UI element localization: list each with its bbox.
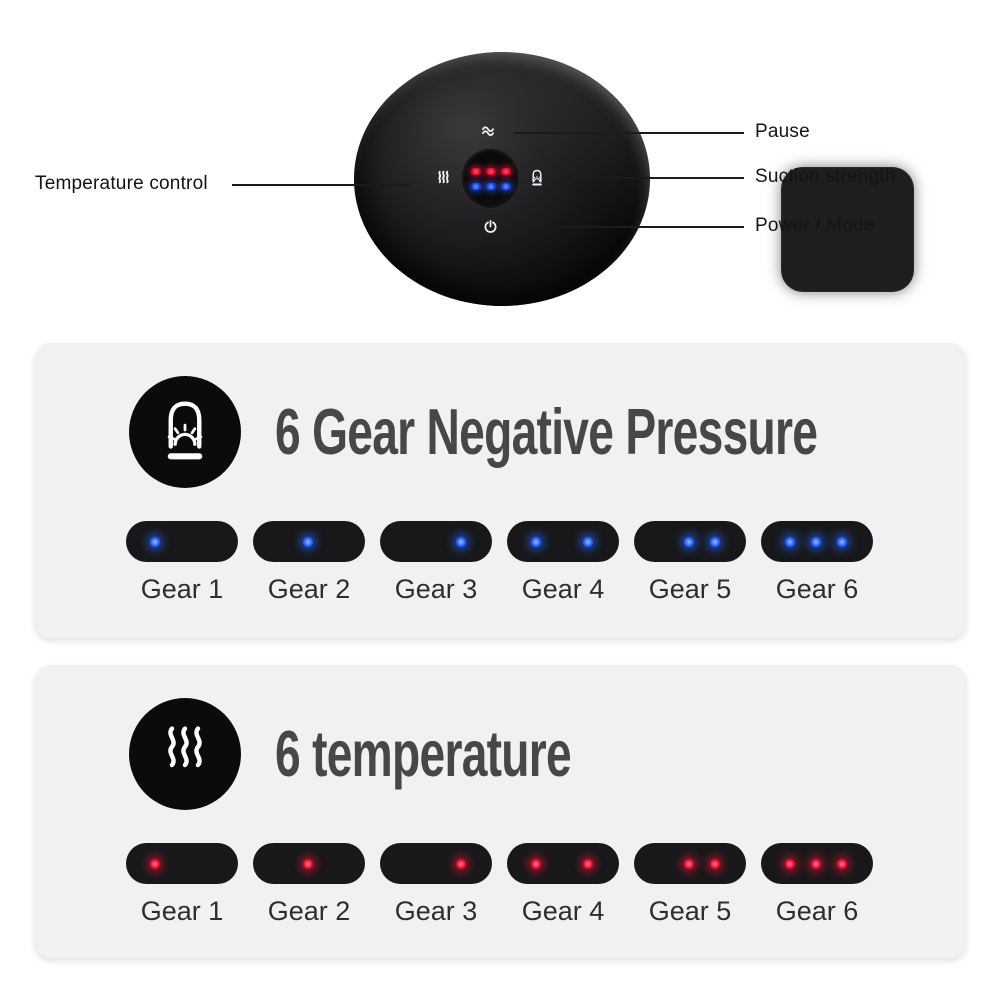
heat-waves-icon <box>159 723 211 786</box>
gear-pill <box>761 521 873 562</box>
gear-pill <box>380 843 492 884</box>
gear-label: Gear 1 <box>140 574 224 604</box>
gear-label: Gear 6 <box>775 574 859 604</box>
gear-label: Gear 3 <box>394 574 478 604</box>
gear-pill <box>761 843 873 884</box>
gear-indicator-dot <box>810 536 822 547</box>
card-icon-circle <box>129 376 241 488</box>
gear-label: Gear 5 <box>648 896 732 926</box>
gear-indicator-dot <box>784 858 796 869</box>
gear-pill <box>507 521 619 562</box>
gear-pill <box>634 843 746 884</box>
callout-label-suction: Suction strength <box>755 166 896 187</box>
callout-line-suction <box>561 177 744 179</box>
device-display <box>464 151 517 206</box>
gear-indicator-dot <box>836 858 848 869</box>
display-led-red <box>500 168 511 175</box>
gear-indicator-dot <box>709 536 721 547</box>
card-icon-circle <box>129 698 241 810</box>
cupping-cup-icon <box>158 396 212 469</box>
gear-indicator-dot <box>784 536 796 547</box>
card-temperature: 6 temperature Gear 1 Gear 2 Gear 3 Gear … <box>35 665 966 958</box>
gear-indicator-dot <box>302 858 314 869</box>
gear-pill <box>380 521 492 562</box>
gear-label: Gear 4 <box>521 896 605 926</box>
display-led-blue <box>485 183 496 190</box>
callout-label-power: Power / Mode <box>755 215 875 236</box>
gear-pill <box>634 521 746 562</box>
display-led-blue <box>470 183 481 190</box>
gear-pill <box>507 843 619 884</box>
card-title-negative-pressure: 6 Gear Negative Pressure <box>275 395 818 468</box>
gear-label: Gear 2 <box>267 574 351 604</box>
gear-indicator-dot <box>530 858 542 869</box>
display-led-blue <box>500 183 511 190</box>
display-red-leds <box>464 168 517 175</box>
power-button-icon <box>483 219 498 234</box>
gear-label: Gear 3 <box>394 896 478 926</box>
callout-line-pause <box>514 132 744 134</box>
card-title-temperature: 6 temperature <box>275 717 572 790</box>
gear-indicator-dot <box>582 536 594 547</box>
gear-pill <box>126 521 238 562</box>
gear-label: Gear 6 <box>775 896 859 926</box>
gear-label: Gear 5 <box>648 574 732 604</box>
display-led-red <box>485 168 496 175</box>
gear-label: Gear 1 <box>140 896 224 926</box>
gear-indicator-dot <box>709 858 721 869</box>
card-negative-pressure: 6 Gear Negative Pressure Gear 1 Gear 2 G… <box>35 343 966 638</box>
gear-label: Gear 2 <box>267 896 351 926</box>
gear-indicator-dot <box>810 858 822 869</box>
device-control-panel <box>781 167 914 292</box>
temperature-button-icon <box>436 170 451 187</box>
gear-indicator-dot <box>455 858 467 869</box>
display-blue-leds <box>464 183 517 190</box>
gear-indicator-dot <box>149 536 161 547</box>
gear-indicator-dot <box>836 536 848 547</box>
gear-indicator-dot <box>683 536 695 547</box>
callout-line-power <box>510 226 744 228</box>
display-led-red <box>470 168 481 175</box>
gear-indicator-dot <box>302 536 314 547</box>
callout-line-temperature <box>232 184 410 186</box>
gear-indicator-dot <box>582 858 594 869</box>
gear-indicator-dot <box>455 536 467 547</box>
pause-button-icon <box>480 125 496 137</box>
gear-label: Gear 4 <box>521 574 605 604</box>
gear-indicator-dot <box>149 858 161 869</box>
callout-label-pause: Pause <box>755 121 810 142</box>
gear-pill <box>126 843 238 884</box>
gear-pill <box>253 521 365 562</box>
gear-pill <box>253 843 365 884</box>
gear-indicator-dot <box>683 858 695 869</box>
gear-indicator-dot <box>530 536 542 547</box>
callout-label-temperature: Temperature control <box>35 173 208 194</box>
suction-button-icon <box>530 168 544 187</box>
